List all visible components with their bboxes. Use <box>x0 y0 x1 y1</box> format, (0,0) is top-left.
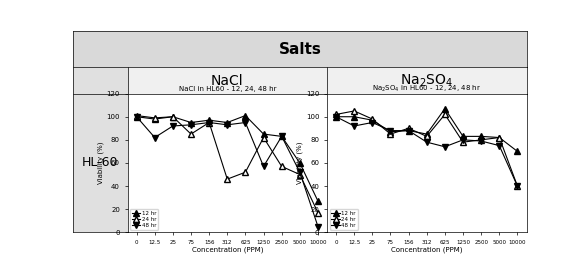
Text: Salts: Salts <box>278 42 321 57</box>
Line: 24 hr: 24 hr <box>333 108 520 189</box>
12 hr <box>333 115 340 118</box>
12 hr <box>460 135 467 138</box>
Legend: 12 hr, 24 hr, 48 hr: 12 hr, 24 hr, 48 hr <box>330 209 357 229</box>
Line: 48 hr: 48 hr <box>134 114 321 229</box>
48 hr <box>206 121 213 124</box>
48 hr <box>188 123 195 126</box>
Line: 48 hr: 48 hr <box>333 114 520 189</box>
12 hr <box>278 135 285 138</box>
48 hr <box>478 139 485 143</box>
48 hr <box>133 115 140 118</box>
24 hr <box>278 165 285 168</box>
Text: HL-60: HL-60 <box>82 156 119 169</box>
48 hr <box>152 136 159 139</box>
48 hr <box>315 225 322 228</box>
24 hr <box>442 113 449 116</box>
48 hr <box>496 144 503 147</box>
12 hr <box>152 117 159 121</box>
48 hr <box>387 129 394 132</box>
48 hr <box>333 115 340 118</box>
Text: Na$_2$SO$_4$: Na$_2$SO$_4$ <box>400 72 453 89</box>
48 hr <box>351 124 358 128</box>
Title: NaCl in HL60 - 12, 24, 48 hr: NaCl in HL60 - 12, 24, 48 hr <box>178 86 276 92</box>
12 hr <box>424 133 431 136</box>
12 hr <box>478 135 485 138</box>
12 hr <box>206 119 213 122</box>
48 hr <box>297 171 304 174</box>
12 hr <box>351 115 358 118</box>
24 hr <box>297 173 304 176</box>
48 hr <box>242 121 249 124</box>
24 hr <box>405 127 412 130</box>
Title: Na$_2$SO$_4$ in HL60 - 12, 24, 48 hr: Na$_2$SO$_4$ in HL60 - 12, 24, 48 hr <box>372 84 481 94</box>
12 hr <box>315 199 322 203</box>
Line: 12 hr: 12 hr <box>333 106 520 154</box>
12 hr <box>133 115 140 118</box>
24 hr <box>496 136 503 139</box>
24 hr <box>242 171 249 174</box>
12 hr <box>387 130 394 133</box>
48 hr <box>514 185 521 188</box>
48 hr <box>278 135 285 138</box>
48 hr <box>405 129 412 132</box>
12 hr <box>369 119 376 122</box>
24 hr <box>133 114 140 117</box>
24 hr <box>188 133 195 136</box>
X-axis label: Concentration (PPM): Concentration (PPM) <box>191 246 263 253</box>
Y-axis label: Viability (%): Viability (%) <box>97 142 104 184</box>
12 hr <box>224 121 231 124</box>
12 hr <box>442 107 449 110</box>
12 hr <box>188 121 195 124</box>
Line: 24 hr: 24 hr <box>134 113 321 215</box>
48 hr <box>260 165 267 168</box>
24 hr <box>369 117 376 121</box>
Y-axis label: Viability (%): Viability (%) <box>297 142 303 184</box>
Text: NaCl: NaCl <box>211 74 243 87</box>
48 hr <box>369 121 376 124</box>
24 hr <box>460 141 467 144</box>
24 hr <box>387 133 394 136</box>
12 hr <box>496 136 503 139</box>
X-axis label: Concentration (PPM): Concentration (PPM) <box>391 246 463 253</box>
24 hr <box>260 136 267 139</box>
12 hr <box>514 150 521 153</box>
Line: 12 hr: 12 hr <box>134 113 321 204</box>
24 hr <box>315 211 322 214</box>
12 hr <box>260 133 267 136</box>
24 hr <box>206 121 213 124</box>
Legend: 12 hr, 24 hr, 48 hr: 12 hr, 24 hr, 48 hr <box>130 209 158 229</box>
24 hr <box>152 116 159 120</box>
24 hr <box>351 109 358 112</box>
48 hr <box>170 124 177 128</box>
48 hr <box>460 138 467 141</box>
24 hr <box>424 135 431 138</box>
12 hr <box>405 129 412 132</box>
24 hr <box>224 177 231 181</box>
12 hr <box>297 161 304 164</box>
48 hr <box>224 123 231 126</box>
24 hr <box>478 138 485 141</box>
24 hr <box>514 185 521 188</box>
12 hr <box>242 114 249 117</box>
24 hr <box>333 113 340 116</box>
48 hr <box>424 141 431 144</box>
12 hr <box>170 115 177 118</box>
48 hr <box>442 145 449 148</box>
24 hr <box>170 115 177 118</box>
